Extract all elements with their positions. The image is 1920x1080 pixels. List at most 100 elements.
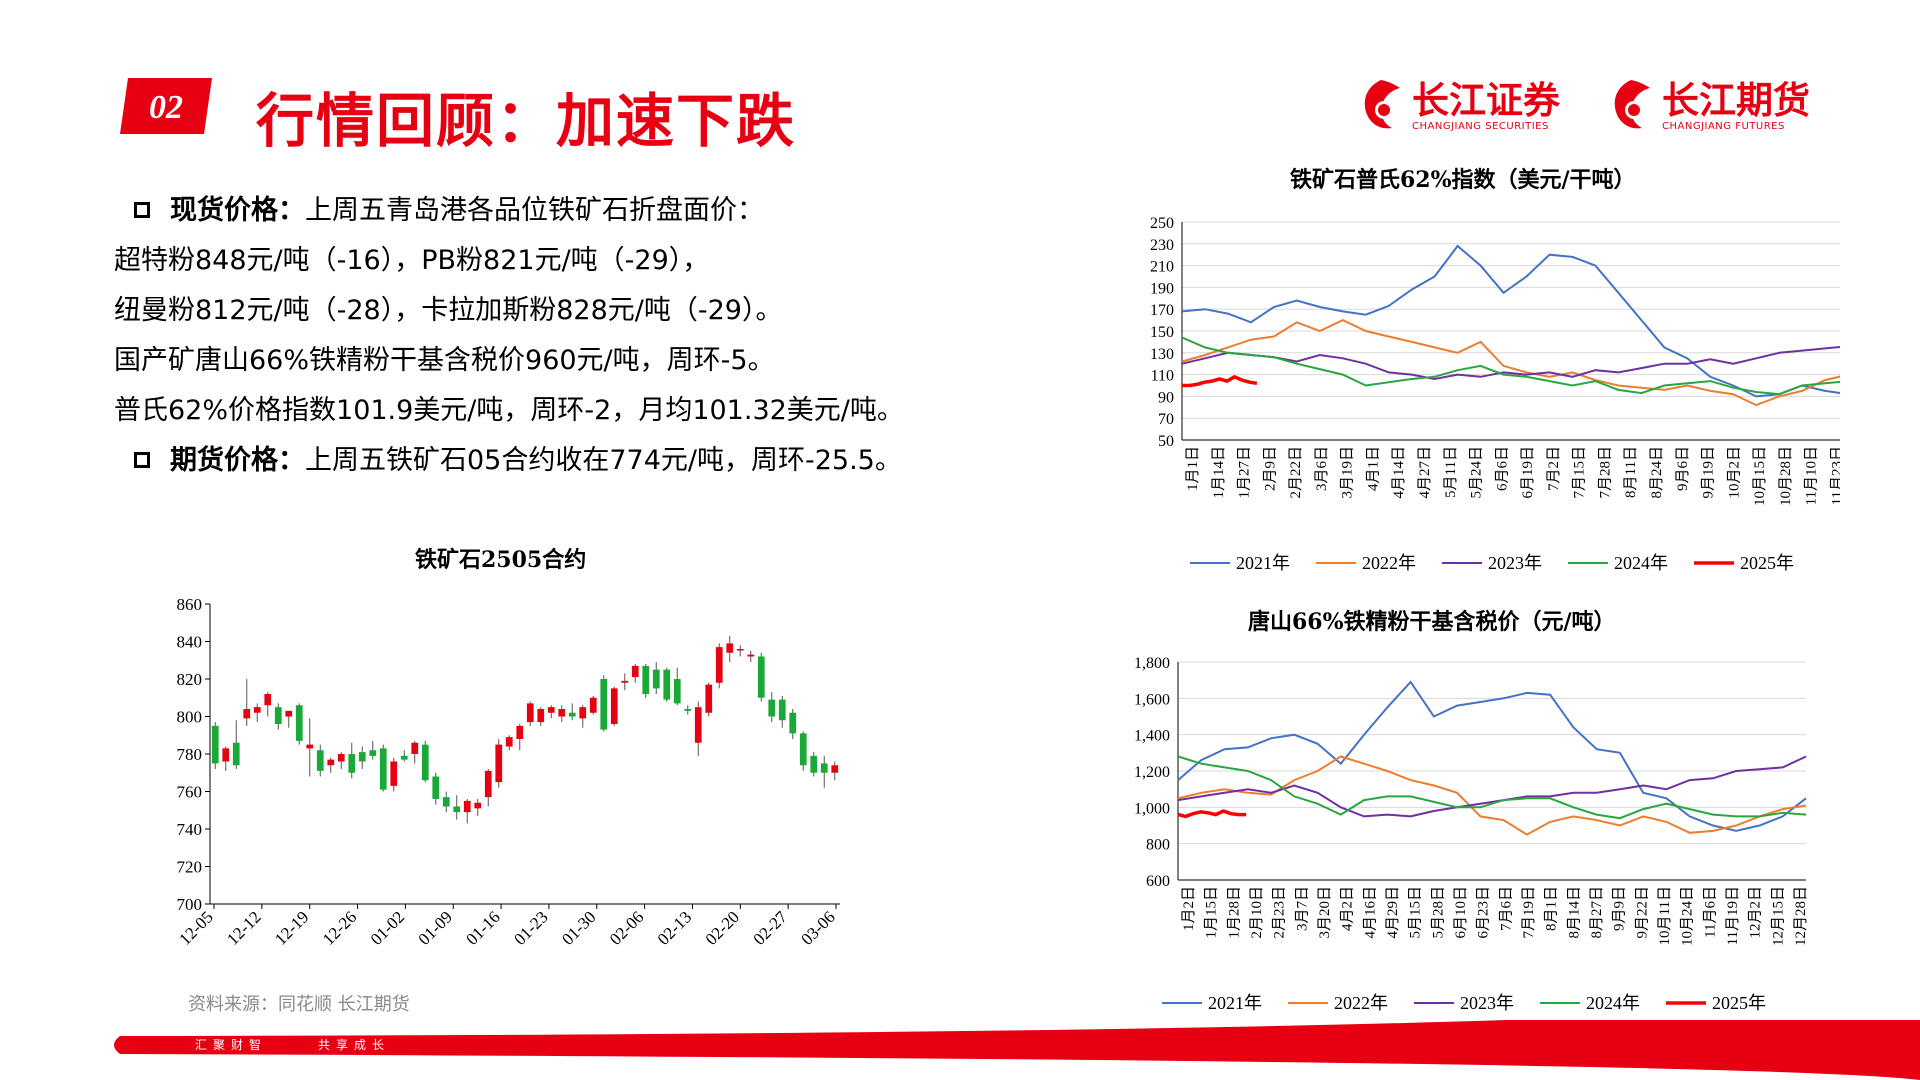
y-tick-label: 70 — [1158, 411, 1174, 428]
x-tick-label: 7月19日 — [1521, 886, 1537, 939]
y-tick-label: 250 — [1150, 215, 1174, 232]
candle-body — [568, 712, 576, 717]
series-line — [1177, 755, 1807, 836]
x-tick-label: 9月19日 — [1701, 446, 1717, 499]
platts-index-chart: 250 230 210 190 170 150 130 110 90 70 50 1月1日 1月14日 1… — [1150, 215, 1840, 573]
x-tick-label: 10月11日 — [1657, 886, 1673, 945]
x-tick-label: 4月1日 — [1365, 446, 1381, 491]
y-tick-label: 210 — [1150, 259, 1174, 276]
x-tick-label: 4月2日 — [1340, 886, 1356, 931]
logo-subtitle: CHANGJIANG FUTURES — [1662, 120, 1785, 132]
x-tick-label: 12月28日 — [1793, 886, 1809, 946]
logo-subtitle: CHANGJIANG SECURITIES — [1412, 120, 1549, 132]
candle-body — [684, 709, 692, 711]
candle-body — [243, 709, 251, 719]
x-tick-label: 2月22日 — [1288, 446, 1304, 499]
candle-body — [421, 744, 429, 781]
spot-price-line: 超特粉848元/吨（-16），PB粉821元/吨（-29）， — [114, 245, 710, 276]
x-tick-label: 4月14日 — [1391, 446, 1407, 499]
footer-slogan: 共享成长 — [318, 1038, 391, 1052]
candle-body — [663, 669, 671, 700]
candle-body — [642, 665, 650, 694]
section-number: 02 — [149, 89, 183, 126]
x-tick-label: 8月27日 — [1589, 886, 1605, 939]
candle-body — [358, 752, 366, 762]
x-tick-label: 11月10日 — [1804, 446, 1820, 505]
x-tick-label: 12-19 — [271, 907, 312, 948]
logo-name: 长江期货 — [1662, 78, 1810, 122]
y-tick-label: 800 — [1146, 837, 1170, 854]
y-tick-label: 90 — [1158, 389, 1174, 406]
candle-body — [411, 742, 419, 754]
y-tick-label: 700 — [177, 895, 203, 914]
x-tick-label: 01-30 — [558, 907, 599, 948]
y-tick-label: 130 — [1150, 346, 1174, 363]
x-tick-label: 02-20 — [702, 907, 743, 948]
y-tick-label: 860 — [177, 595, 203, 614]
legend-label: 2023年 — [1460, 993, 1514, 1013]
x-tick-label: 8月11日 — [1623, 446, 1639, 498]
y-tick-label: 50 — [1158, 433, 1174, 450]
candle-body — [778, 699, 786, 721]
legend-label: 2024年 — [1614, 553, 1668, 573]
candle-body — [789, 712, 797, 734]
candle-body — [694, 707, 702, 743]
candle-body — [348, 754, 356, 773]
x-tick-label: 12月15日 — [1770, 886, 1786, 946]
x-tick-label: 1月14日 — [1211, 446, 1227, 499]
tangshan-price-chart: 1,800 1,600 1,400 1,200 1,000 800 600 1月2日 1月15日… — [1134, 655, 1809, 1013]
spot-price-line: 国产矿唐山66%铁精粉干基含税价960元/吨，周环-5。 — [114, 345, 775, 376]
changjiang-logo-icon — [1614, 80, 1650, 129]
candle-body — [621, 680, 629, 683]
y-tick-label: 230 — [1150, 237, 1174, 254]
changjiang-logo-icon — [1364, 80, 1400, 129]
x-tick-label: 9月22日 — [1634, 886, 1650, 939]
candle-body — [799, 733, 807, 766]
x-tick-label: 02-06 — [606, 907, 647, 948]
x-tick-label: 5月28日 — [1430, 886, 1446, 939]
y-tick-label: 760 — [177, 783, 203, 802]
bullet-label: 现货价格： — [170, 195, 305, 226]
x-tick-label: 3月7日 — [1294, 886, 1310, 931]
x-tick-label: 8月14日 — [1566, 886, 1582, 939]
candle-body — [715, 647, 723, 683]
y-tick-label: 1,000 — [1134, 800, 1170, 817]
legend-label: 2023年 — [1488, 553, 1542, 573]
x-tick-label: 2月23日 — [1272, 886, 1288, 939]
x-tick-label: 01-23 — [510, 907, 551, 948]
legend-label: 2022年 — [1334, 993, 1388, 1013]
candle-body — [474, 802, 482, 809]
x-tick-label: 5月11日 — [1443, 446, 1459, 498]
y-tick-label: 1,400 — [1134, 728, 1170, 745]
x-tick-label: 01-16 — [462, 907, 503, 948]
x-tick-label: 3月6日 — [1314, 446, 1330, 491]
x-tick-label: 02-13 — [654, 907, 695, 948]
y-tick-label: 110 — [1151, 368, 1174, 385]
candle-body — [400, 755, 408, 760]
x-tick-label: 01-02 — [367, 907, 408, 948]
candle-body — [705, 684, 713, 713]
series-line — [1177, 680, 1807, 832]
x-tick-label: 2月10日 — [1249, 886, 1265, 939]
candle-body — [390, 761, 398, 786]
changjiang-securities-logo: 长江证券 CHANGJIANG SECURITIES — [1354, 76, 1560, 136]
x-tick-label: 12-12 — [223, 907, 264, 948]
x-tick-label: 1月1日 — [1185, 446, 1201, 491]
legend-label: 2021年 — [1236, 553, 1290, 573]
x-tick-label: 02-27 — [749, 907, 791, 949]
candle-body — [526, 703, 534, 723]
x-tick-label: 6月10日 — [1453, 886, 1469, 939]
candle-body — [484, 770, 492, 798]
x-tick-label: 1月28日 — [1226, 886, 1242, 939]
x-tick-label: 1月15日 — [1204, 886, 1220, 939]
bullet-label: 期货价格： — [170, 445, 305, 476]
x-tick-label: 11月6日 — [1702, 886, 1718, 938]
y-tick-label: 740 — [177, 820, 203, 839]
section-number-badge: 02 — [120, 78, 212, 134]
logo-name: 长江证券 — [1412, 78, 1560, 122]
x-tick-label: 8月1日 — [1544, 886, 1560, 931]
candle-body — [285, 710, 293, 717]
candle-body — [537, 709, 545, 723]
x-tick-label: 11月23日 — [1829, 446, 1840, 505]
